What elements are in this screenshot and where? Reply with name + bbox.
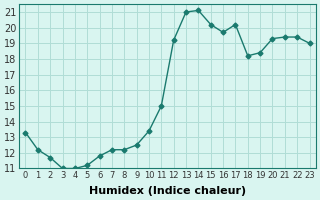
X-axis label: Humidex (Indice chaleur): Humidex (Indice chaleur) (89, 186, 246, 196)
